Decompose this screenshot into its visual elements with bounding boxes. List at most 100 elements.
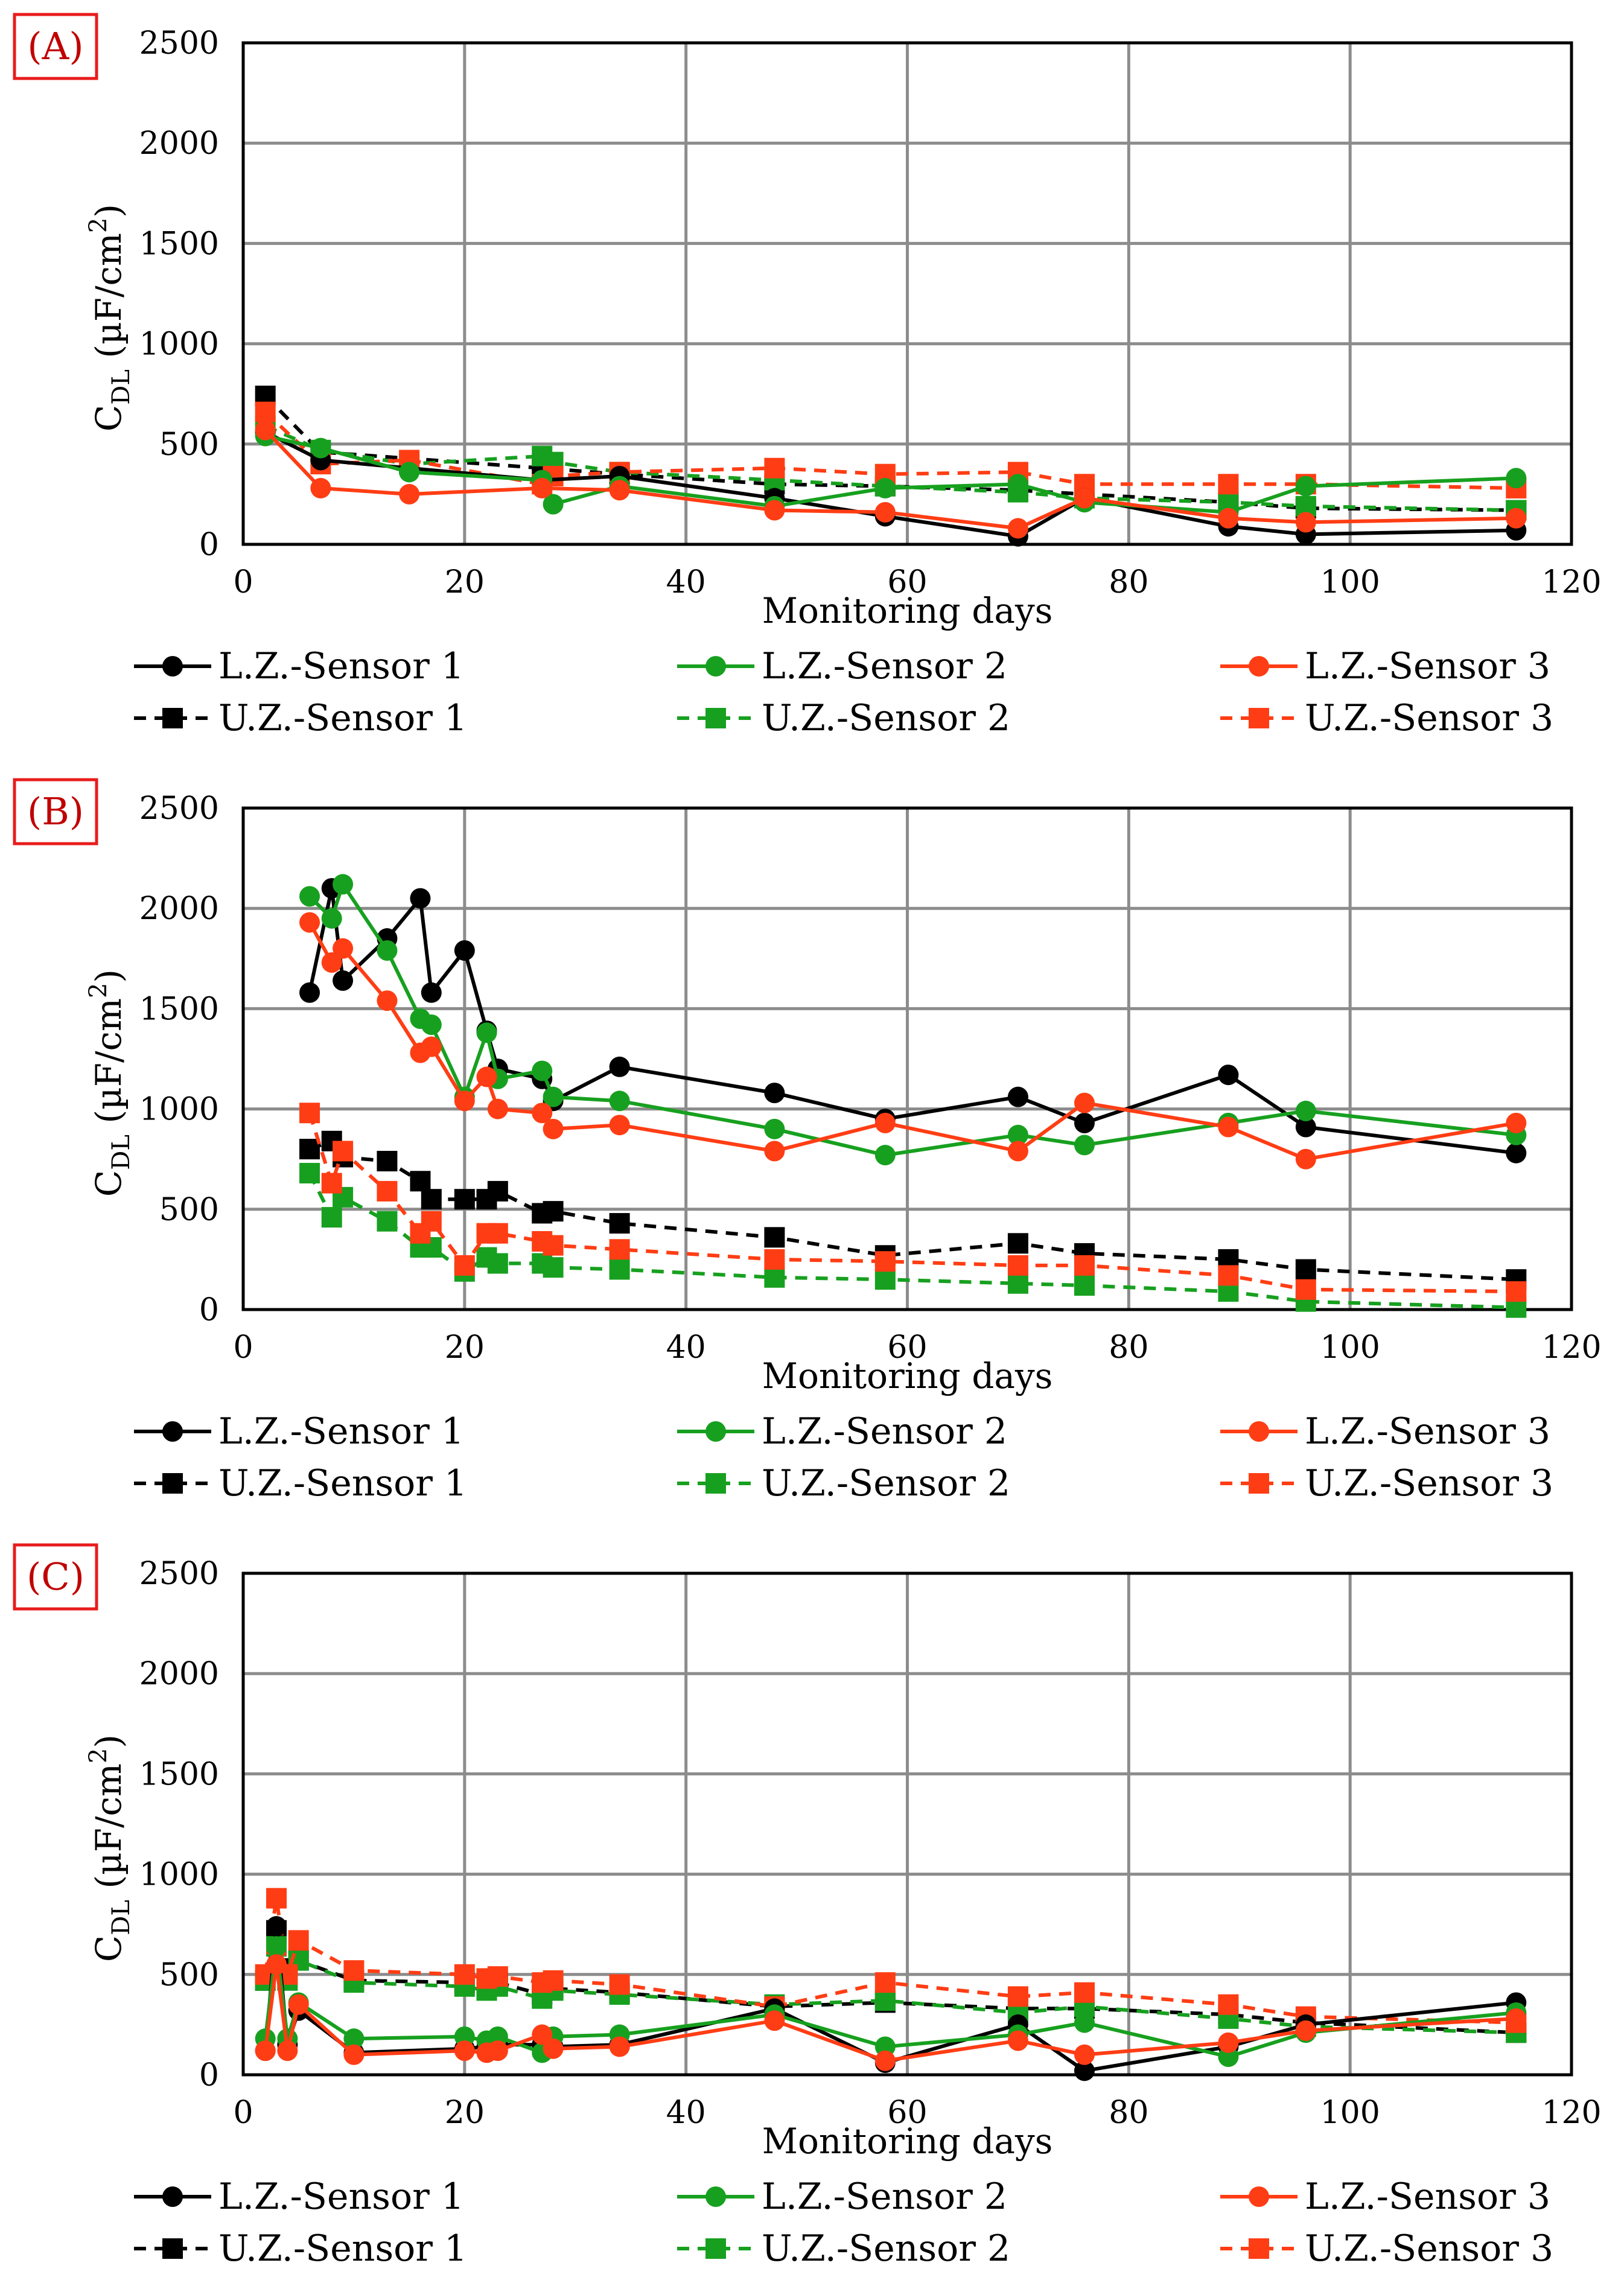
data-point [1506,1112,1527,1133]
data-point [874,2036,896,2057]
data-point [333,1141,354,1162]
data-point [299,1139,320,1160]
data-point [454,1255,475,1276]
legend-item-u-z-sensor-3: U.Z.-Sensor 3 [1220,697,1553,739]
data-point [1506,1142,1527,1164]
data-point [1074,1982,1095,2003]
data-point [288,1994,309,2015]
data-point [764,1118,785,1139]
y-tick-label: 1500 [139,1756,219,1792]
legend: L.Z.-Sensor 1 L.Z.-Sensor 2 L.Z.-Sensor 3 U… [134,2176,1553,2270]
x-tick-label: 80 [1109,1329,1148,1366]
data-point [1074,1135,1095,1156]
data-point [1074,2060,1095,2081]
plot-frame [241,806,1573,1311]
data-point [1074,1092,1095,1113]
data-point [1295,1259,1316,1280]
data-point [476,1066,497,1087]
data-point [255,401,276,422]
series-l-z-sensor-3 [255,1954,1527,2071]
y-axis-title-subscript: DL [107,1135,135,1170]
x-tick-label: 0 [233,1329,253,1366]
data-point [487,1180,508,1202]
x-tick-label: 20 [445,564,485,600]
y-axis-title-subscript: DL [107,369,135,405]
y-tick-label: 500 [159,427,219,463]
y-axis-title-superscript: 2 [84,218,112,233]
data-point [609,1115,630,1136]
data-point [764,1267,785,1288]
data-point [321,1173,342,1194]
series-u-z-sensor-3 [299,1103,1527,1302]
data-point [874,1145,896,1166]
y-tick-label: 2000 [139,1656,219,1692]
data-point [299,1162,320,1183]
data-point [1295,1116,1316,1138]
data-point [299,982,320,1003]
legend-label: L.Z.-Sensor 2 [762,1410,1007,1453]
x-tick-label: 100 [1320,2095,1380,2131]
data-point [1007,1124,1028,1145]
legend-item-l-z-sensor-1: L.Z.-Sensor 1 [134,2176,464,2218]
x-tick-label: 60 [887,564,927,600]
y-axis-title-close: ) [88,969,129,983]
data-point [377,1211,398,1232]
legend-item-l-z-sensor-1: L.Z.-Sensor 1 [134,1410,464,1453]
data-point [609,480,630,501]
data-point [764,1141,785,1162]
data-point [454,1964,475,1985]
series-u-z-sensor-1 [299,1130,1527,1290]
legend-item-u-z-sensor-2: U.Z.-Sensor 2 [677,1462,1010,1504]
data-point [1295,476,1316,497]
y-axis-title-superscript: 2 [84,983,112,998]
data-point [1074,2044,1095,2065]
legend-label: U.Z.-Sensor 1 [218,697,467,739]
legend-marker [162,2238,183,2259]
data-point [377,1151,398,1172]
y-tick-label: 500 [159,1957,219,1993]
data-point [454,2040,475,2062]
x-tick-label: 0 [233,2095,253,2131]
legend-label: U.Z.-Sensor 1 [218,2227,467,2270]
data-point [1218,2032,1239,2053]
data-point [1506,468,1527,489]
y-axis-title-main: C [88,1935,129,1962]
legend-marker [162,656,183,677]
panel-2: 0 20 40 60 80 100 120 0 500 1000 1500 2000 2500 Monit… [13,1543,1602,2270]
y-tick-label: 2000 [139,126,219,162]
y-axis-title: CDL (µF/cm2) [84,204,135,431]
legend-marker [705,2186,726,2207]
data-point [1295,512,1316,533]
x-axis-title: Monitoring days [762,2121,1053,2162]
data-point [874,477,896,498]
legend-item-u-z-sensor-3: U.Z.-Sensor 3 [1220,1462,1553,1504]
data-point [874,1112,896,1133]
data-point [1218,474,1239,495]
legend-label: U.Z.-Sensor 3 [1305,2227,1553,2270]
legend-item-l-z-sensor-3: L.Z.-Sensor 3 [1220,2176,1550,2218]
y-tick-label: 2000 [139,891,219,927]
legend-label: U.Z.-Sensor 2 [762,697,1010,739]
x-tick-label: 20 [445,2095,485,2131]
y-tick-label: 1500 [139,991,219,1027]
data-point [1074,1112,1095,1133]
data-point [476,1022,497,1043]
y-tick-label: 0 [199,2057,219,2093]
data-point [333,938,354,959]
data-point [1295,1100,1316,1121]
data-point [1218,1994,1239,2015]
legend-item-u-z-sensor-1: U.Z.-Sensor 1 [134,1462,467,1504]
legend-label: L.Z.-Sensor 2 [762,2176,1007,2218]
y-tick-label: 1000 [139,326,219,363]
legend-label: L.Z.-Sensor 2 [762,645,1007,687]
y-axis-title-unit: (µF/cm [88,233,129,369]
legend-item-u-z-sensor-3: U.Z.-Sensor 3 [1220,2227,1553,2270]
y-axis-title: CDL (µF/cm2) [84,969,135,1197]
data-point [1007,1273,1028,1294]
legend-marker [705,2238,726,2259]
data-point [764,500,785,521]
data-point [1506,508,1527,529]
legend-marker [1249,2186,1269,2207]
data-point [1007,1141,1028,1162]
data-point [609,1090,630,1112]
